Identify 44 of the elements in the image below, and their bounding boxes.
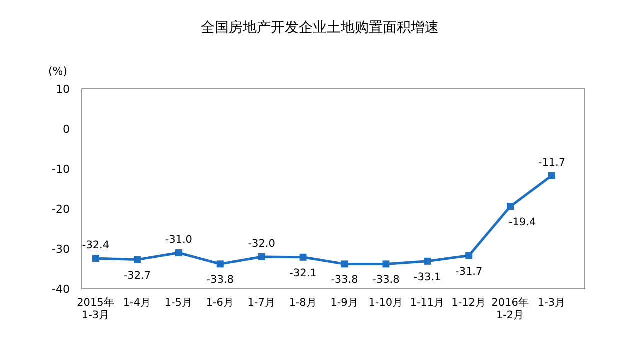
data-label: -31.0: [165, 234, 192, 246]
x-tick-label: 1-7月: [248, 297, 276, 309]
x-tick-label: 1-8月: [289, 297, 318, 309]
x-tick-label: 1-4月: [123, 297, 152, 309]
y-tick-label: -20: [52, 203, 70, 216]
point: [134, 256, 141, 264]
data-label: -33.1: [414, 271, 442, 284]
data-label: -11.7: [538, 156, 566, 169]
point: [507, 203, 514, 210]
point: [300, 254, 307, 261]
data-label: -31.7: [456, 266, 483, 278]
point: [175, 250, 182, 256]
point: [424, 258, 432, 265]
x-tick-label: 2016年 1-2月: [492, 297, 530, 322]
data-label: -32.7: [124, 270, 152, 282]
y-tick-label: -40: [52, 283, 70, 296]
chart-title: 全国房地产开发企业土地购置面积增速: [201, 20, 439, 36]
point: [341, 260, 348, 268]
y-axis-title: (%): [48, 65, 68, 78]
x-tick-label: 1-3月: [538, 297, 566, 309]
point: [258, 254, 266, 260]
point: [548, 172, 556, 180]
point: [216, 260, 224, 268]
y-tick-label: 0: [63, 123, 70, 136]
x-tick-label: 1-5月: [164, 297, 193, 309]
point: [466, 252, 473, 260]
data-label: -19.4: [508, 216, 536, 229]
data-label: -33.8: [206, 274, 234, 286]
x-tick-label: 1-9月: [330, 297, 359, 309]
point: [92, 255, 100, 262]
point: [382, 260, 390, 268]
x-tick-label: 1-6月: [206, 297, 234, 309]
data-label: -33.8: [372, 274, 400, 286]
y-tick-label: 10: [56, 83, 70, 96]
y-tick-label: -30: [52, 243, 70, 256]
x-tick-label: 1-12月: [452, 297, 487, 309]
y-tick-label: -10: [52, 163, 70, 176]
x-tick-label: 2015年 1-3月: [77, 297, 115, 322]
data-label: -32.0: [248, 238, 276, 250]
x-tick-label: 1-11月: [410, 297, 446, 309]
data-label: -33.8: [331, 274, 358, 286]
data-label: -32.4: [82, 240, 110, 252]
x-tick-label: 1-10月: [368, 297, 404, 309]
data-label: -32.1: [290, 267, 317, 280]
